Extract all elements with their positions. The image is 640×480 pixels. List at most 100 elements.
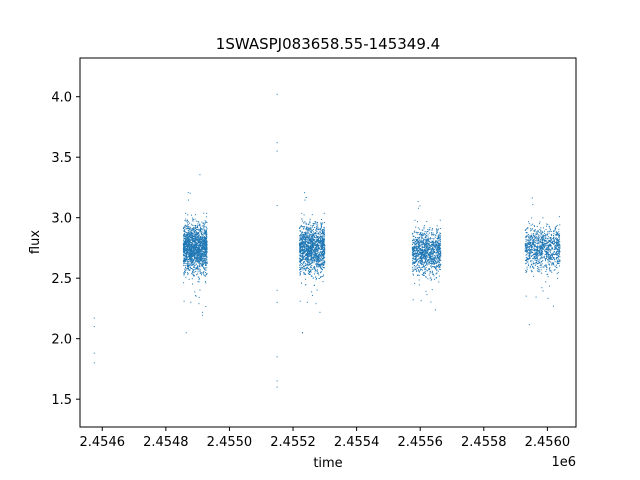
data-point <box>195 237 197 239</box>
data-point <box>304 243 306 245</box>
data-point <box>307 260 308 262</box>
data-point <box>439 237 441 239</box>
data-point <box>187 246 189 248</box>
data-point <box>313 236 315 238</box>
data-point <box>420 253 422 255</box>
data-point <box>536 236 538 238</box>
data-point <box>435 261 437 263</box>
data-point <box>304 252 306 254</box>
data-point <box>205 235 207 237</box>
data-point <box>416 252 418 254</box>
data-point <box>195 235 197 237</box>
data-point <box>322 275 324 277</box>
data-point <box>323 238 325 240</box>
data-point <box>189 249 191 251</box>
data-point <box>299 252 301 254</box>
data-point <box>323 245 325 247</box>
data-point <box>185 237 187 239</box>
data-point <box>415 243 417 245</box>
data-point <box>305 257 307 259</box>
data-point <box>310 246 312 248</box>
data-point <box>205 240 207 242</box>
data-point <box>540 227 542 229</box>
data-point <box>323 253 325 255</box>
data-point <box>306 250 308 252</box>
data-point <box>436 247 438 249</box>
data-point <box>316 223 318 225</box>
data-point <box>191 242 193 244</box>
data-point <box>187 214 189 216</box>
data-point <box>425 261 427 263</box>
data-point <box>425 252 427 254</box>
data-point <box>193 229 195 231</box>
data-point <box>439 234 441 236</box>
data-point <box>203 236 205 238</box>
data-point <box>438 242 440 244</box>
data-point <box>188 234 190 236</box>
data-point <box>554 244 556 246</box>
data-point <box>307 239 309 241</box>
data-point <box>313 267 315 269</box>
data-point <box>308 250 310 252</box>
data-point <box>430 265 432 267</box>
data-point <box>193 245 195 247</box>
data-point <box>419 237 421 239</box>
data-point <box>323 227 325 229</box>
data-point <box>315 263 317 265</box>
data-point <box>302 226 304 228</box>
data-point <box>306 248 308 250</box>
data-point <box>438 247 440 249</box>
data-point <box>318 255 320 257</box>
data-point <box>187 261 189 263</box>
data-point <box>205 231 207 233</box>
data-point <box>205 251 207 253</box>
data-point <box>540 237 542 239</box>
data-point <box>299 251 301 253</box>
data-point <box>184 247 186 249</box>
data-point <box>310 253 312 255</box>
data-point <box>549 258 551 260</box>
data-point <box>194 230 196 232</box>
data-point <box>420 256 422 258</box>
data-point <box>428 247 430 249</box>
data-point <box>300 259 302 261</box>
data-point <box>314 266 316 268</box>
data-point <box>416 249 418 251</box>
data-point <box>318 265 320 267</box>
data-point <box>422 274 424 276</box>
data-point <box>418 247 420 249</box>
data-point <box>196 239 198 241</box>
data-point <box>416 242 418 244</box>
data-point <box>439 240 441 242</box>
data-point <box>436 257 438 259</box>
data-point <box>195 233 197 235</box>
data-point <box>417 250 419 252</box>
data-point <box>541 261 543 263</box>
data-point <box>434 309 436 311</box>
data-point <box>430 260 432 262</box>
data-point <box>421 240 423 242</box>
data-point <box>204 222 206 224</box>
data-point <box>432 254 434 256</box>
data-point <box>194 262 196 264</box>
data-point <box>301 245 303 247</box>
data-point <box>299 243 301 245</box>
data-point <box>320 264 322 266</box>
data-point <box>190 243 192 245</box>
data-point <box>423 263 425 265</box>
data-point <box>304 192 306 194</box>
data-point <box>307 241 309 243</box>
data-point <box>439 233 441 235</box>
data-point <box>420 252 422 254</box>
data-point <box>417 254 419 256</box>
data-point <box>192 268 194 270</box>
data-point <box>315 249 317 251</box>
data-point <box>425 240 427 242</box>
data-point <box>198 256 200 258</box>
data-point <box>320 235 322 237</box>
data-point <box>324 230 326 232</box>
data-point <box>544 235 546 237</box>
data-point <box>184 235 186 237</box>
data-point <box>301 256 303 258</box>
data-point <box>186 240 188 242</box>
